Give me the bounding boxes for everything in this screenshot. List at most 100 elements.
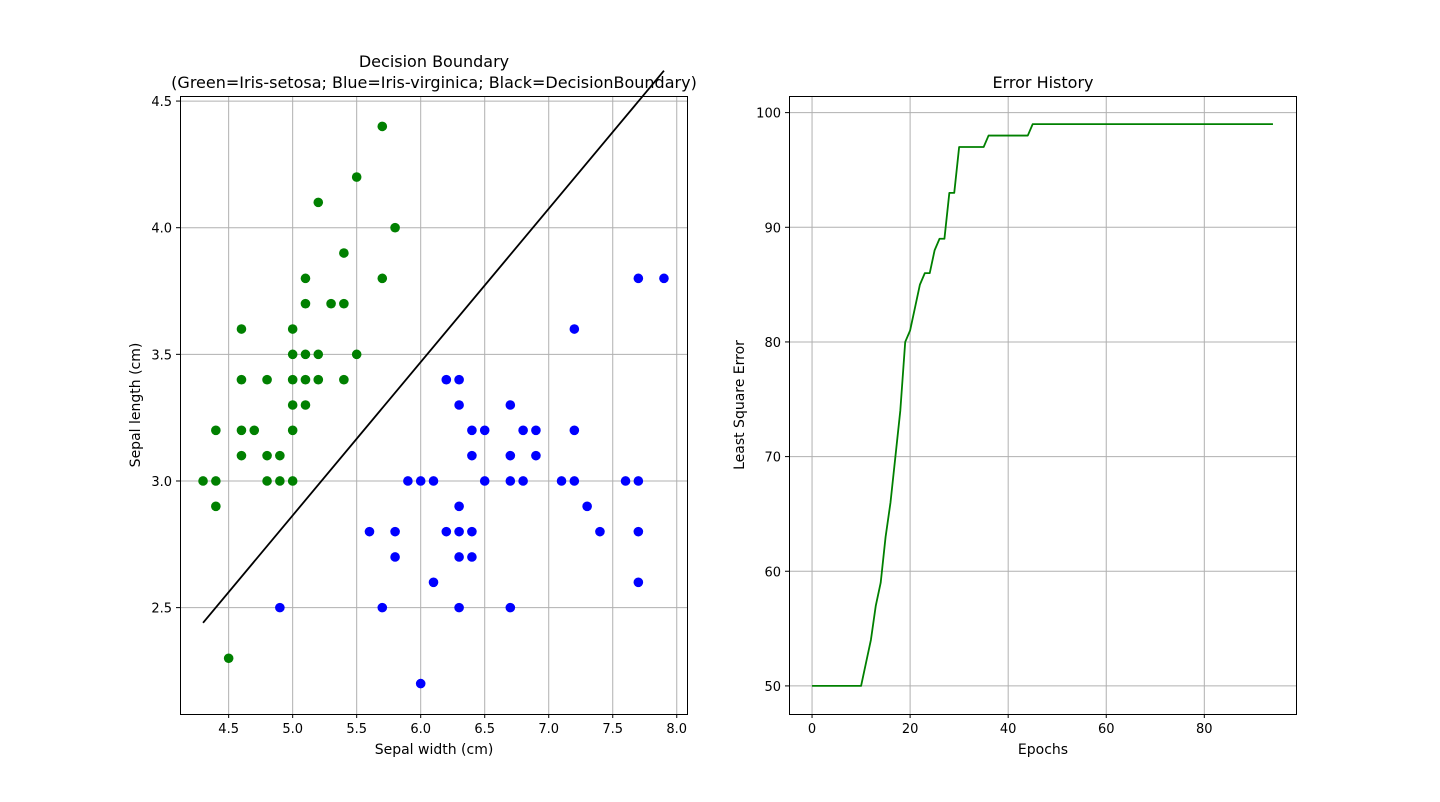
y-tick-label: 4.5 xyxy=(151,95,172,110)
virginica-point xyxy=(569,476,580,486)
x-tick-label: 7.5 xyxy=(602,722,623,737)
setosa-point xyxy=(236,425,247,436)
y-tick-label: 2.5 xyxy=(151,602,172,617)
setosa-point xyxy=(339,374,349,385)
virginica-point xyxy=(454,552,464,562)
y-tick-label: 50 xyxy=(764,680,781,695)
setosa-point xyxy=(326,298,336,309)
virginica-point xyxy=(275,602,285,613)
virginica-point xyxy=(633,476,644,486)
setosa-point xyxy=(300,374,311,385)
chart-title: Decision Boundary xyxy=(359,52,509,71)
x-axis-label: Sepal width (cm) xyxy=(375,742,494,758)
virginica-point xyxy=(467,425,477,436)
virginica-point xyxy=(518,476,528,486)
setosa-point xyxy=(351,349,362,360)
setosa-point xyxy=(339,298,349,309)
virginica-point xyxy=(531,425,541,436)
setosa-point xyxy=(236,324,247,334)
virginica-point xyxy=(569,324,580,334)
virginica-point xyxy=(428,476,439,486)
setosa-point xyxy=(249,425,260,436)
virginica-point xyxy=(633,273,644,284)
virginica-point xyxy=(377,602,388,613)
error-history-chart: 0 20 40 60 80 50 60 70 80 90 100 Error History Epo… xyxy=(732,73,1297,758)
virginica-point xyxy=(390,526,400,537)
setosa-point xyxy=(300,273,311,284)
setosa-point xyxy=(262,374,272,385)
setosa-point xyxy=(198,476,208,486)
x-tick-label: 20 xyxy=(902,722,919,737)
virginica-point xyxy=(633,526,644,537)
x-tick-label: 4.5 xyxy=(218,722,239,737)
virginica-point xyxy=(441,526,452,537)
y-tick-label: 3.5 xyxy=(151,348,172,363)
setosa-point xyxy=(223,653,234,664)
virginica-point xyxy=(441,374,452,385)
virginica-point xyxy=(659,273,669,284)
virginica-point xyxy=(467,526,477,537)
virginica-point xyxy=(454,400,464,410)
virginica-point xyxy=(569,425,580,436)
virginica-point xyxy=(454,602,464,613)
y-tick-label: 100 xyxy=(756,107,781,122)
setosa-point xyxy=(287,425,298,436)
setosa-point xyxy=(236,450,247,461)
y-tick-label: 90 xyxy=(764,221,781,236)
setosa-point xyxy=(390,222,400,233)
setosa-point xyxy=(211,501,221,512)
virginica-point xyxy=(454,374,464,385)
virginica-point xyxy=(415,476,426,486)
y-tick-label: 4.0 xyxy=(151,222,172,237)
setosa-point xyxy=(300,298,311,309)
x-tick-label: 6.0 xyxy=(410,722,431,737)
virginica-point xyxy=(415,678,426,689)
setosa-point xyxy=(339,248,349,258)
setosa-point xyxy=(275,450,285,461)
setosa-point xyxy=(211,425,221,436)
setosa-point xyxy=(351,172,362,182)
setosa-point xyxy=(236,374,247,385)
x-tick-label: 8.0 xyxy=(666,722,687,737)
x-tick-label: 0 xyxy=(808,722,816,737)
x-tick-label: 80 xyxy=(1196,722,1213,737)
setosa-point xyxy=(287,349,298,360)
y-tick-label: 80 xyxy=(764,336,781,351)
virginica-point xyxy=(531,450,541,461)
setosa-point xyxy=(287,374,298,385)
setosa-point xyxy=(377,273,388,284)
x-tick-label: 6.5 xyxy=(474,722,495,737)
virginica-point xyxy=(505,400,516,410)
decision-boundary-chart: 4.5 5.0 5.5 6.0 6.5 7.0 7.5 8.02.53.03.54.04.5 … xyxy=(128,52,697,758)
virginica-point xyxy=(428,577,439,588)
chart-title: Error History xyxy=(992,73,1093,92)
y-tick-label: 70 xyxy=(764,451,781,466)
x-tick-label: 40 xyxy=(1000,722,1017,737)
virginica-point xyxy=(479,476,490,486)
setosa-point xyxy=(313,374,324,385)
setosa-point xyxy=(262,450,272,461)
chart-subtitle: (Green=Iris-setosa; Blue=Iris-virginica;… xyxy=(171,73,697,92)
setosa-point xyxy=(275,476,285,486)
decision-boundary-line xyxy=(202,70,665,624)
virginica-point xyxy=(479,425,490,436)
virginica-point xyxy=(505,602,516,613)
setosa-point xyxy=(300,400,311,410)
x-tick-label: 60 xyxy=(1098,722,1115,737)
virginica-point xyxy=(454,526,464,537)
y-axis-label: Sepal length (cm) xyxy=(128,343,144,468)
setosa-point xyxy=(287,400,298,410)
virginica-point xyxy=(403,476,413,486)
x-axis-label: Epochs xyxy=(1018,742,1068,758)
x-tick-label: 7.0 xyxy=(538,722,559,737)
setosa-point xyxy=(262,476,272,486)
virginica-point xyxy=(467,450,477,461)
x-tick-label: 5.5 xyxy=(346,722,367,737)
virginica-point xyxy=(556,476,567,486)
setosa-point xyxy=(211,476,221,486)
plot-frame xyxy=(180,96,688,715)
y-tick-label: 60 xyxy=(764,565,781,580)
setosa-point xyxy=(313,349,324,360)
virginica-point xyxy=(595,526,605,537)
